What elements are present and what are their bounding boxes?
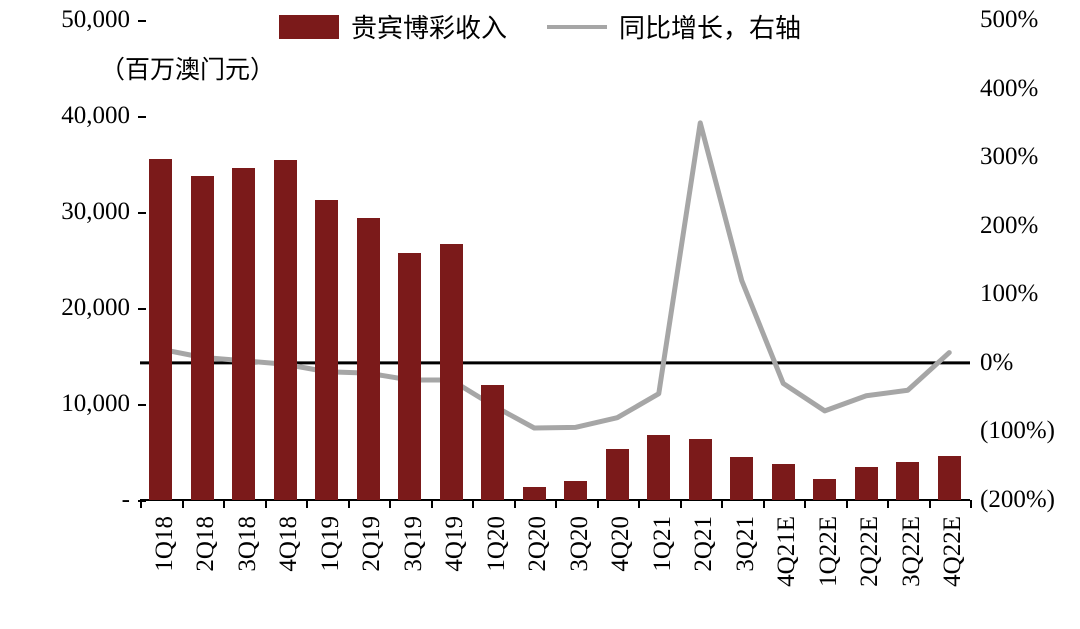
- y-left-tick-label: 40,000: [40, 102, 130, 130]
- x-tick-label: 1Q21: [649, 516, 677, 572]
- x-tick-label: 1Q18: [151, 516, 179, 572]
- x-tick: [887, 500, 889, 508]
- x-tick: [472, 500, 474, 508]
- bar: [357, 218, 380, 500]
- bar: [523, 487, 546, 500]
- bar: [191, 176, 214, 500]
- x-tick: [763, 500, 765, 508]
- x-tick: [680, 500, 682, 508]
- y-right-tick-label: 300%: [980, 143, 1080, 171]
- bar: [938, 456, 961, 500]
- x-tick-label: 4Q20: [607, 516, 635, 572]
- x-tick-label: 2Q20: [524, 516, 552, 572]
- bar: [855, 467, 878, 500]
- x-tick: [970, 500, 972, 508]
- x-tick: [431, 500, 433, 508]
- chart-svg-overlay: [140, 20, 970, 500]
- vip-revenue-chart: 贵宾博彩收入 同比增长，右轴 （百万澳门元） -10,00020,00030,0…: [0, 0, 1080, 629]
- x-tick: [804, 500, 806, 508]
- x-tick: [182, 500, 184, 508]
- y-right-tick-label: 500%: [980, 6, 1080, 34]
- bar: [440, 244, 463, 500]
- x-tick-label: 2Q18: [192, 516, 220, 572]
- x-tick: [223, 500, 225, 508]
- x-tick-label: 3Q18: [234, 516, 262, 572]
- bar: [896, 462, 919, 500]
- bar: [481, 385, 504, 500]
- bar: [398, 253, 421, 500]
- x-tick: [846, 500, 848, 508]
- plot-area: [140, 20, 970, 500]
- y-left-tick-label: 30,000: [40, 198, 130, 226]
- x-tick-label: 3Q19: [400, 516, 428, 572]
- bar: [274, 160, 297, 500]
- x-tick-label: 3Q20: [566, 516, 594, 572]
- bar: [813, 479, 836, 500]
- bar: [689, 439, 712, 500]
- x-tick-label: 2Q22E: [856, 516, 884, 587]
- x-tick: [348, 500, 350, 508]
- x-tick-label: 1Q20: [483, 516, 511, 572]
- y-right-tick-label: (100%): [980, 417, 1080, 445]
- bar: [564, 481, 587, 500]
- y-left-tick-label: 20,000: [40, 294, 130, 322]
- x-tick: [929, 500, 931, 508]
- x-tick-label: 2Q19: [358, 516, 386, 572]
- x-tick: [721, 500, 723, 508]
- y-left-tick-label: 10,000: [40, 390, 130, 418]
- x-tick: [306, 500, 308, 508]
- y-right-tick-label: 0%: [980, 349, 1080, 377]
- bar: [315, 200, 338, 500]
- x-tick: [638, 500, 640, 508]
- y-right-tick-label: 200%: [980, 212, 1080, 240]
- bar: [730, 457, 753, 500]
- x-tick-label: 2Q21: [690, 516, 718, 572]
- x-tick: [140, 500, 142, 508]
- x-tick-label: 3Q22E: [898, 516, 926, 587]
- x-tick-label: 1Q19: [317, 516, 345, 572]
- bar: [232, 168, 255, 500]
- x-tick: [555, 500, 557, 508]
- x-tick-label: 4Q19: [441, 516, 469, 572]
- y-right-tick-label: 400%: [980, 75, 1080, 103]
- x-tick-label: 3Q21: [732, 516, 760, 572]
- bar: [647, 435, 670, 500]
- y-right-tick-label: 100%: [980, 280, 1080, 308]
- bar: [149, 159, 172, 500]
- y-left-tick-label: -: [40, 486, 130, 514]
- bar: [772, 464, 795, 500]
- x-tick-label: 4Q18: [275, 516, 303, 572]
- x-tick: [597, 500, 599, 508]
- bar: [606, 449, 629, 500]
- y-right-tick-label: (200%): [980, 486, 1080, 514]
- x-tick-label: 1Q22E: [815, 516, 843, 587]
- x-tick: [265, 500, 267, 508]
- x-tick-label: 4Q21E: [773, 516, 801, 587]
- x-tick: [514, 500, 516, 508]
- y-left-tick-label: 50,000: [40, 6, 130, 34]
- x-tick-label: 4Q22E: [939, 516, 967, 587]
- x-tick: [389, 500, 391, 508]
